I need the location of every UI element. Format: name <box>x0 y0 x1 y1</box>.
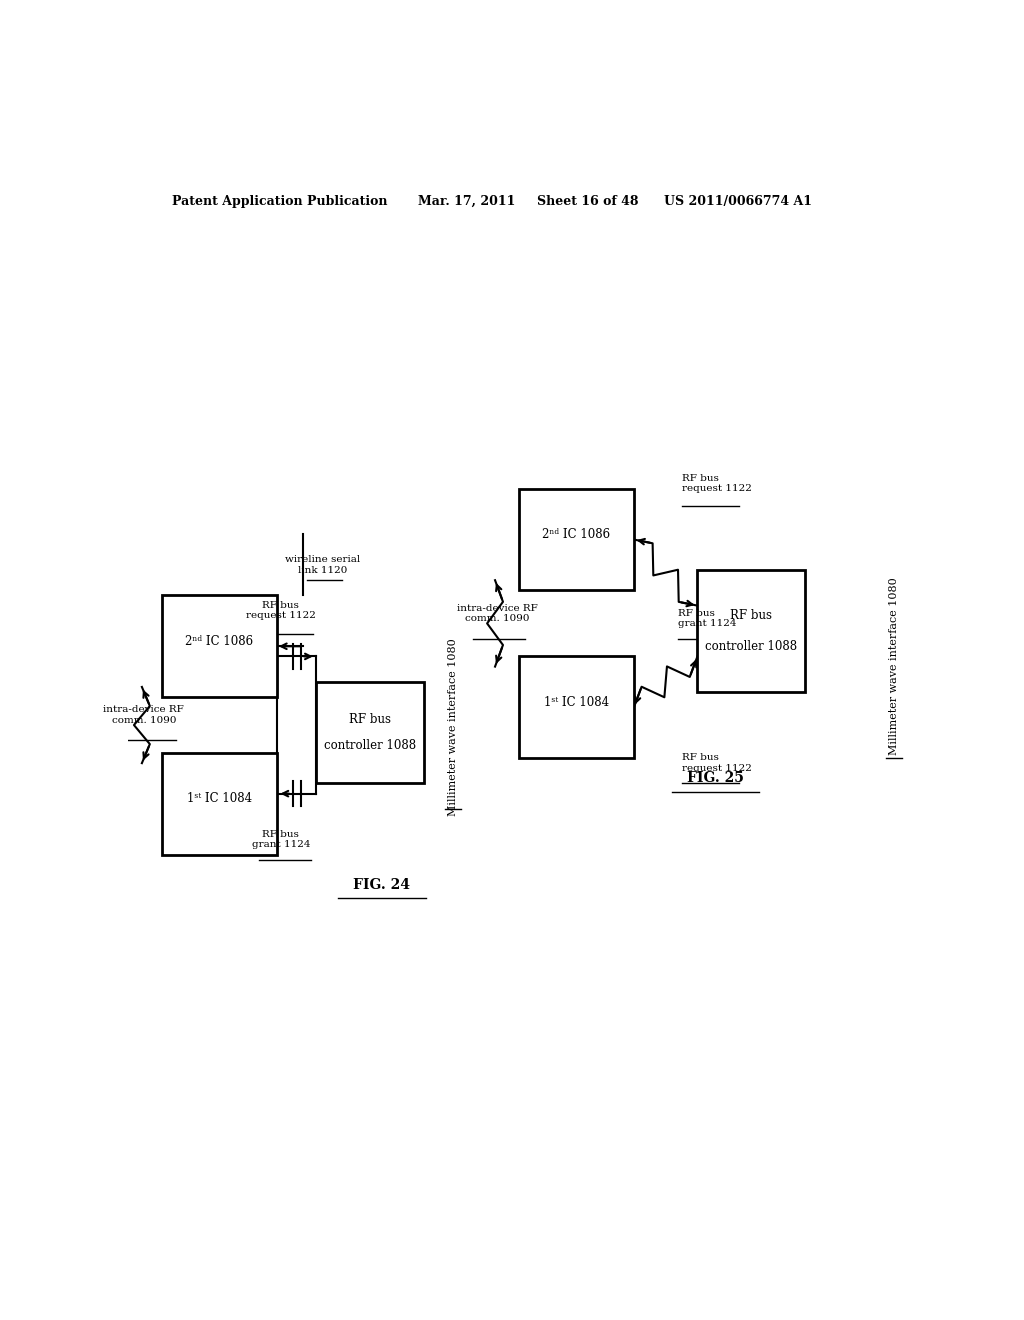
Text: RF bus
request 1122: RF bus request 1122 <box>682 754 752 772</box>
Text: RF bus
grant 1124: RF bus grant 1124 <box>678 609 736 628</box>
Text: intra-device RF
comm. 1090: intra-device RF comm. 1090 <box>103 705 184 725</box>
Text: 1ˢᵗ IC 1084: 1ˢᵗ IC 1084 <box>186 792 252 805</box>
Text: Sheet 16 of 48: Sheet 16 of 48 <box>537 194 638 207</box>
Text: Millimeter wave interface 1080: Millimeter wave interface 1080 <box>889 578 899 755</box>
Bar <box>697 570 805 692</box>
Text: wireline serial
link 1120: wireline serial link 1120 <box>285 556 360 574</box>
Text: RF bus
grant 1124: RF bus grant 1124 <box>252 830 310 849</box>
Text: controller 1088: controller 1088 <box>324 739 416 752</box>
Text: Patent Application Publication: Patent Application Publication <box>172 194 387 207</box>
Text: Millimeter wave interface 1080: Millimeter wave interface 1080 <box>449 639 459 817</box>
Text: Mar. 17, 2011: Mar. 17, 2011 <box>418 194 515 207</box>
Text: 1ˢᵗ IC 1084: 1ˢᵗ IC 1084 <box>544 696 609 709</box>
Bar <box>162 752 276 854</box>
Text: FIG. 25: FIG. 25 <box>687 771 743 785</box>
Text: 2ⁿᵈ IC 1086: 2ⁿᵈ IC 1086 <box>543 528 610 541</box>
Text: RF bus
request 1122: RF bus request 1122 <box>682 474 752 494</box>
Text: 2ⁿᵈ IC 1086: 2ⁿᵈ IC 1086 <box>185 635 253 648</box>
Bar <box>519 656 634 758</box>
Text: US 2011/0066774 A1: US 2011/0066774 A1 <box>664 194 812 207</box>
Bar <box>162 595 276 697</box>
Text: RF bus: RF bus <box>349 713 391 726</box>
Text: controller 1088: controller 1088 <box>705 640 797 653</box>
Bar <box>316 682 424 784</box>
Text: RF bus: RF bus <box>730 610 772 622</box>
Text: FIG. 24: FIG. 24 <box>353 878 411 892</box>
Text: intra-device RF
comm. 1090: intra-device RF comm. 1090 <box>457 603 538 623</box>
Text: RF bus
request 1122: RF bus request 1122 <box>246 601 315 620</box>
Bar <box>519 488 634 590</box>
